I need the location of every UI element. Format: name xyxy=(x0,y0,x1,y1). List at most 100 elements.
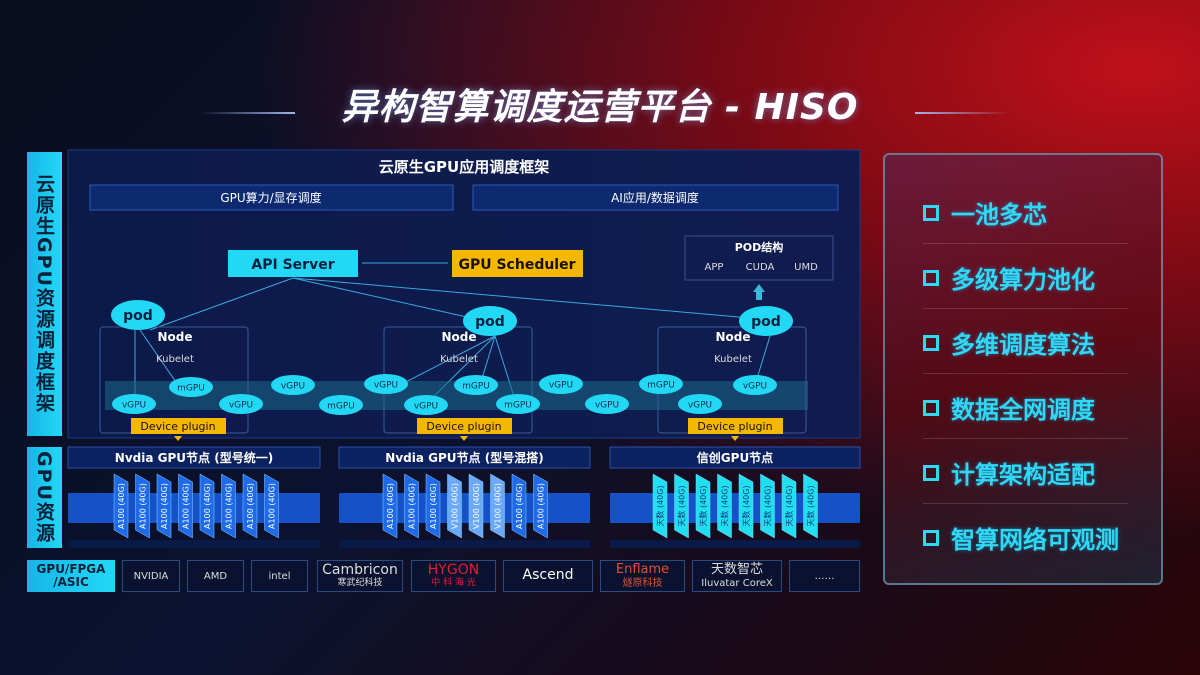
vendor-name: AMD xyxy=(203,570,228,582)
gpu-card-label: 天数 (40G) xyxy=(677,485,687,526)
pod-ellipse xyxy=(739,306,793,336)
gpu-node-base xyxy=(610,540,860,548)
gpu-label: vGPU xyxy=(374,381,398,391)
pod-ellipse xyxy=(111,300,165,330)
gpu-card-label: A100 (40G) xyxy=(203,483,212,529)
features-panel: 一池多芯多级算力池化多维调度算法数据全网调度计算架构适配 智算网络可观测 xyxy=(883,153,1163,585)
checkbox-icon xyxy=(923,204,939,221)
gpu-label: mGPU xyxy=(327,402,355,412)
gpu-card xyxy=(242,473,258,539)
feature-item: 多维调度算法 xyxy=(923,325,1095,360)
divider xyxy=(923,438,1128,439)
gpu-node-base xyxy=(339,540,590,548)
gpu-card-label: 天数 (40G) xyxy=(806,485,816,526)
gpu-ellipse xyxy=(733,375,777,395)
checkbox-icon xyxy=(923,334,939,351)
gpu-ellipse xyxy=(585,394,629,414)
gpu-card-label: V100 (40G) xyxy=(451,483,460,529)
gpu-label: vGPU xyxy=(549,381,573,391)
gpu-card xyxy=(490,473,505,539)
feature-label: 一池多芯 xyxy=(951,201,1047,229)
divider xyxy=(923,308,1128,309)
gpu-card xyxy=(674,473,689,539)
checkbox-icon xyxy=(923,399,939,416)
gpu-card-label: V100 (40G) xyxy=(472,483,481,529)
gpu-ellipse xyxy=(404,395,448,415)
pod-label: pod xyxy=(123,308,153,324)
title-decor-left xyxy=(200,112,295,114)
vendor-name: intel xyxy=(268,570,291,582)
vendor-name: 寒武纪科技 xyxy=(337,577,383,588)
gpu-node-header xyxy=(609,446,861,469)
gpu-label: vGPU xyxy=(414,402,438,412)
gpu-card-label: A100 (40G) xyxy=(117,483,126,529)
pod-structure-item: APP xyxy=(705,262,724,273)
pod-structure-item: UMD xyxy=(794,262,818,273)
gpu-ellipse xyxy=(271,375,315,395)
gpu-card xyxy=(178,473,193,539)
gpu-card-label: A100 (40G) xyxy=(268,483,277,529)
gpu-label: mGPU xyxy=(177,384,205,394)
gpu-ellipse xyxy=(496,394,540,414)
vendor-name: HYGON xyxy=(427,562,480,579)
gpu-label: mGPU xyxy=(504,401,532,411)
gpu-card xyxy=(738,473,754,539)
feature-item: 多级算力池化 xyxy=(923,260,1095,295)
feature-label: 多维调度算法 xyxy=(951,331,1095,359)
gpu-ellipse xyxy=(219,394,263,414)
gpu-card-label: A100 (40G) xyxy=(386,483,395,529)
vendor-logo: AMD xyxy=(187,560,244,592)
gpu-card-label: A100 (40G) xyxy=(408,483,417,529)
label-framework: 云原生GPU资源调度框架 xyxy=(27,152,62,436)
vendor-name: 中 科 海 光 xyxy=(431,577,476,588)
pod-structure-item: CUDA xyxy=(746,262,775,273)
feature-label: 计算架构适配 xyxy=(951,461,1095,489)
device-plugin-label: Device plugin xyxy=(140,420,215,433)
gpu-card-label: 天数 (40G) xyxy=(698,485,708,526)
gpu-card-label: A100 (40G) xyxy=(537,483,546,529)
label-resources: GPU资源 xyxy=(27,447,62,548)
gpu-ellipse xyxy=(639,374,683,394)
feature-item: 计算架构适配 xyxy=(923,455,1095,490)
gpu-node-title: 信创GPU节点 xyxy=(697,450,773,465)
gpu-node-base xyxy=(68,540,320,548)
label-chips: GPU/FPGA /ASIC xyxy=(27,560,115,592)
gpu-card xyxy=(425,473,441,539)
gpu-node-bar xyxy=(610,493,860,523)
sub-label: GPU算力/显存调度 xyxy=(220,190,321,205)
gpu-card xyxy=(717,473,732,539)
gpu-node-header xyxy=(338,446,591,469)
gpu-card-label: 天数 (40G) xyxy=(720,485,730,526)
gpu-label: vGPU xyxy=(229,401,253,411)
gpu-card xyxy=(447,473,462,539)
gpu-ellipse xyxy=(319,395,363,415)
gpu-card-label: A100 (40G) xyxy=(160,483,169,529)
gpu-card-label: 天数 (40G) xyxy=(741,485,751,526)
gpu-card xyxy=(652,473,668,539)
pod-label: pod xyxy=(751,314,781,330)
vendor-name: 燧原科技 xyxy=(622,577,663,589)
vendor-name: NVIDIA xyxy=(133,570,169,582)
gpu-card-label: A100 (40G) xyxy=(225,483,234,529)
vendor-logo: …… xyxy=(789,560,860,592)
gpu-card-label: 天数 (40G) xyxy=(784,485,794,526)
sub-ai-scheduling xyxy=(472,184,839,211)
checkbox-icon xyxy=(923,269,939,286)
gpu-ellipse xyxy=(169,377,213,397)
gpu-ellipse xyxy=(678,394,722,414)
gpu-card xyxy=(135,473,150,539)
arrow-down-icon xyxy=(174,436,182,441)
gpu-card xyxy=(533,473,548,539)
feature-item: 一池多芯 xyxy=(923,195,1047,230)
feature-item: 数据全网调度 xyxy=(923,390,1095,425)
gpu-card xyxy=(156,473,172,539)
gpu-card-label: 天数 (40G) xyxy=(763,485,773,526)
pod-ellipse xyxy=(463,306,517,336)
sub-gpu-scheduling xyxy=(89,184,454,211)
vendor-logo: Enflame 燧原科技 xyxy=(600,560,685,592)
gpu-scheduler-label: GPU Scheduler xyxy=(458,257,575,273)
feature-label: 智算网络可观测 xyxy=(951,526,1119,554)
node-label: Node xyxy=(157,330,192,344)
gpu-ellipse xyxy=(364,374,408,394)
arrow-down-icon xyxy=(460,436,468,441)
